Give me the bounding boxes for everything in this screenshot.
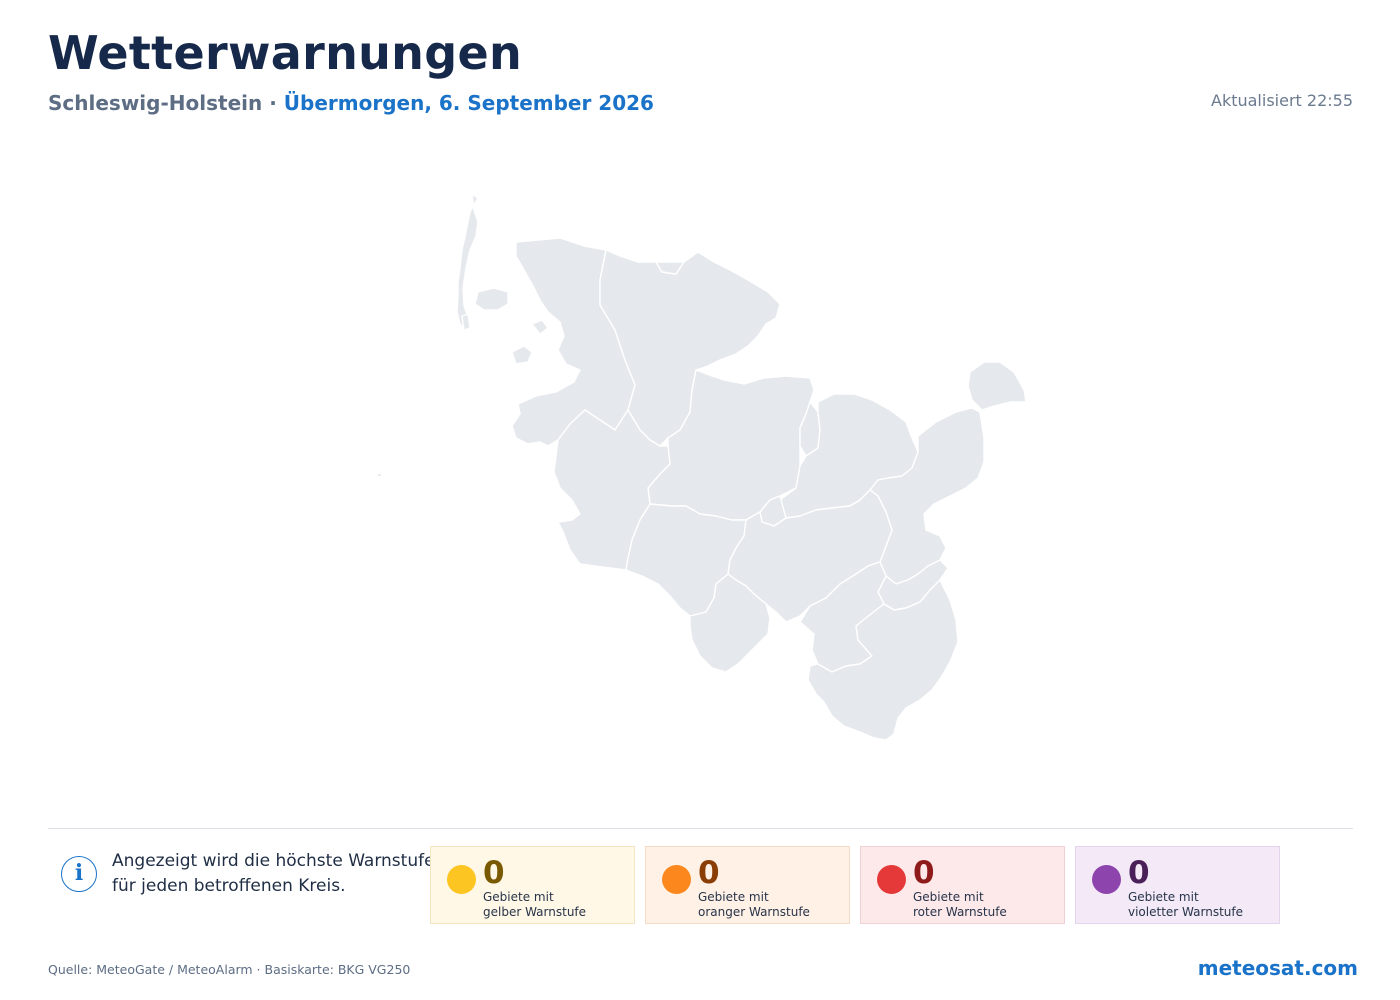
forecast-date: Übermorgen, 6. September 2026 bbox=[283, 91, 654, 115]
red-label: Gebiete mit roter Warnstufe bbox=[913, 890, 1007, 920]
map-district-herzogtum-lauenburg bbox=[807, 579, 959, 741]
violet-label: Gebiete mit violetter Warnstufe bbox=[1128, 890, 1243, 920]
yellow-count: 0 bbox=[483, 855, 505, 891]
map-island-fehmarn bbox=[967, 361, 1027, 411]
violet-level-icon bbox=[1092, 865, 1121, 894]
info-text: Angezeigt wird die höchste Warnstufe für… bbox=[112, 849, 432, 899]
map-island-helgoland bbox=[376, 472, 383, 478]
orange-label-line1: Gebiete mit bbox=[698, 890, 769, 904]
divider bbox=[48, 828, 1353, 829]
orange-count: 0 bbox=[698, 855, 720, 891]
map-island-amrum bbox=[461, 313, 471, 331]
updated-timestamp: Aktualisiert 22:55 bbox=[1211, 91, 1353, 110]
subtitle-separator: · bbox=[262, 91, 284, 115]
yellow-label-line1: Gebiete mit bbox=[483, 890, 554, 904]
yellow-label-line2: gelber Warnstufe bbox=[483, 905, 587, 919]
legend-card-orange: 0 Gebiete mit oranger Warnstufe bbox=[645, 846, 850, 924]
yellow-label: Gebiete mit gelber Warnstufe bbox=[483, 890, 586, 920]
red-level-icon bbox=[877, 865, 906, 894]
violet-label-line2: violetter Warnstufe bbox=[1128, 905, 1243, 919]
map-island-foehr bbox=[474, 287, 509, 311]
subtitle: Schleswig-Holstein · Übermorgen, 6. Sept… bbox=[48, 91, 654, 115]
violet-label-line1: Gebiete mit bbox=[1128, 890, 1199, 904]
map-city-flensburg bbox=[655, 261, 685, 275]
red-count: 0 bbox=[913, 855, 935, 891]
info-text-line2: für jeden betroffenen Kreis. bbox=[112, 876, 346, 896]
info-text-line1: Angezeigt wird die höchste Warnstufe bbox=[112, 851, 432, 871]
orange-label-line2: oranger Warnstufe bbox=[698, 905, 810, 919]
legend-card-red: 0 Gebiete mit roter Warnstufe bbox=[860, 846, 1065, 924]
region-name: Schleswig-Holstein bbox=[48, 91, 263, 115]
orange-level-icon bbox=[662, 865, 691, 894]
legend-card-yellow: 0 Gebiete mit gelber Warnstufe bbox=[430, 846, 635, 924]
legend-card-violet: 0 Gebiete mit violetter Warnstufe bbox=[1075, 846, 1280, 924]
map-island-pellworm bbox=[511, 345, 533, 365]
orange-label: Gebiete mit oranger Warnstufe bbox=[698, 890, 810, 920]
page-title: Wetterwarnungen bbox=[48, 26, 523, 80]
red-label-line1: Gebiete mit bbox=[913, 890, 984, 904]
warning-map bbox=[360, 180, 1060, 760]
map-island-sylt bbox=[456, 193, 479, 331]
source-credit: Quelle: MeteoGate / MeteoAlarm · Basiska… bbox=[48, 962, 411, 977]
info-icon: i bbox=[61, 856, 97, 892]
brand-logo[interactable]: meteosat.com bbox=[1197, 956, 1358, 980]
map-district-pinneberg bbox=[689, 573, 771, 673]
yellow-level-icon bbox=[447, 865, 476, 894]
red-label-line2: roter Warnstufe bbox=[913, 905, 1007, 919]
violet-count: 0 bbox=[1128, 855, 1150, 891]
map-island-nordstrand bbox=[531, 319, 549, 335]
